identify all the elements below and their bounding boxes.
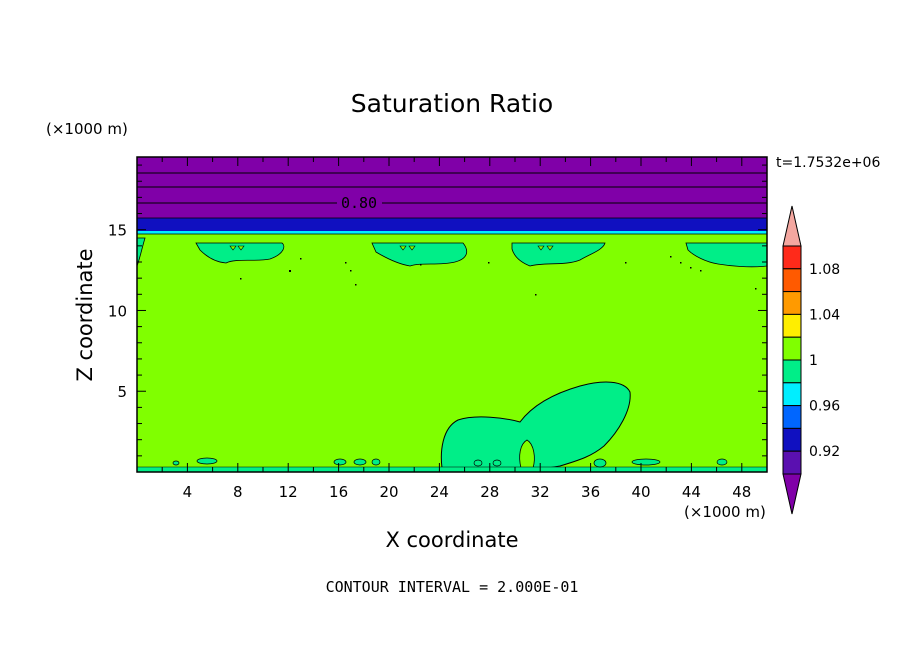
cloud-top-patch — [371, 242, 468, 267]
contour-interval-label: CONTOUR INTERVAL = 2.000E-01 — [326, 578, 579, 596]
colorbar-label: 0.92 — [809, 444, 840, 460]
colorbar-box — [782, 427, 802, 452]
x-tick-label: 40 — [631, 483, 650, 501]
x-tick-label: 20 — [379, 483, 398, 501]
colorbar-box — [782, 291, 802, 315]
time-label: t=1.7532e+06 — [776, 155, 880, 171]
blue-layer — [137, 218, 767, 232]
colorbar-label: 1 — [809, 353, 818, 369]
chart-title: Saturation Ratio — [351, 89, 553, 118]
cloud-top-patch — [685, 242, 768, 268]
colorbar-box — [782, 313, 802, 338]
x-tick-label: 4 — [183, 483, 193, 501]
x-tick-label: 16 — [329, 483, 348, 501]
bottom-strip — [137, 467, 767, 472]
colorbar-box — [782, 405, 802, 429]
x-axis-label: X coordinate — [385, 528, 518, 552]
y-tick-label: 10 — [108, 302, 127, 320]
y-tick-label: 15 — [108, 222, 127, 240]
bottom-blobs — [172, 457, 728, 468]
plot-frame — [136, 156, 768, 473]
cloud-top-patch — [195, 242, 285, 264]
colorbar-label: 1.04 — [809, 307, 840, 323]
colorbar-box — [782, 245, 802, 270]
y-unit-label: (×1000 m) — [46, 120, 128, 138]
x-axis: 4 8 12 16 20 24 28 32 36 40 44 48 — [161, 157, 751, 501]
cloud-top-patch — [511, 242, 606, 267]
contour-mark — [229, 245, 245, 251]
speckles — [240, 256, 757, 296]
colorbar-bottom-arrow — [782, 473, 802, 515]
x-tick-label: 24 — [430, 483, 449, 501]
plot-area: 0.80 — [136, 156, 768, 473]
contour-mark — [399, 245, 416, 251]
colorbar-top-arrow — [782, 205, 802, 247]
colorbar-box — [782, 359, 802, 384]
y-axis-label: Z coordinate — [73, 248, 97, 381]
colorbar-label: 0.96 — [809, 399, 840, 415]
colorbar-box — [782, 450, 802, 475]
x-tick-label: 8 — [233, 483, 243, 501]
contour-mark — [537, 245, 554, 251]
colorbar-box — [782, 336, 802, 361]
x-tick-label: 36 — [581, 483, 600, 501]
colorbar-box — [782, 382, 802, 407]
x-tick-label: 48 — [732, 483, 751, 501]
x-tick-label: 12 — [279, 483, 298, 501]
lower-patch-hole — [519, 439, 535, 469]
colorbar: 1.08 1.04 1 0.96 0.92 — [782, 205, 840, 515]
upper-layer — [137, 157, 767, 219]
y-axis: 5 10 15 — [108, 164, 767, 457]
x-tick-label: 32 — [531, 483, 550, 501]
cyan-layer — [137, 231, 767, 235]
x-tick-label: 28 — [480, 483, 499, 501]
colorbar-box — [782, 268, 802, 293]
y-tick-label: 5 — [117, 383, 127, 401]
x-tick-label: 44 — [682, 483, 701, 501]
colorbar-label: 1.08 — [809, 262, 840, 278]
contour-line-label: 0.80 — [341, 194, 377, 212]
x-unit-label: (×1000 m) — [684, 503, 766, 521]
